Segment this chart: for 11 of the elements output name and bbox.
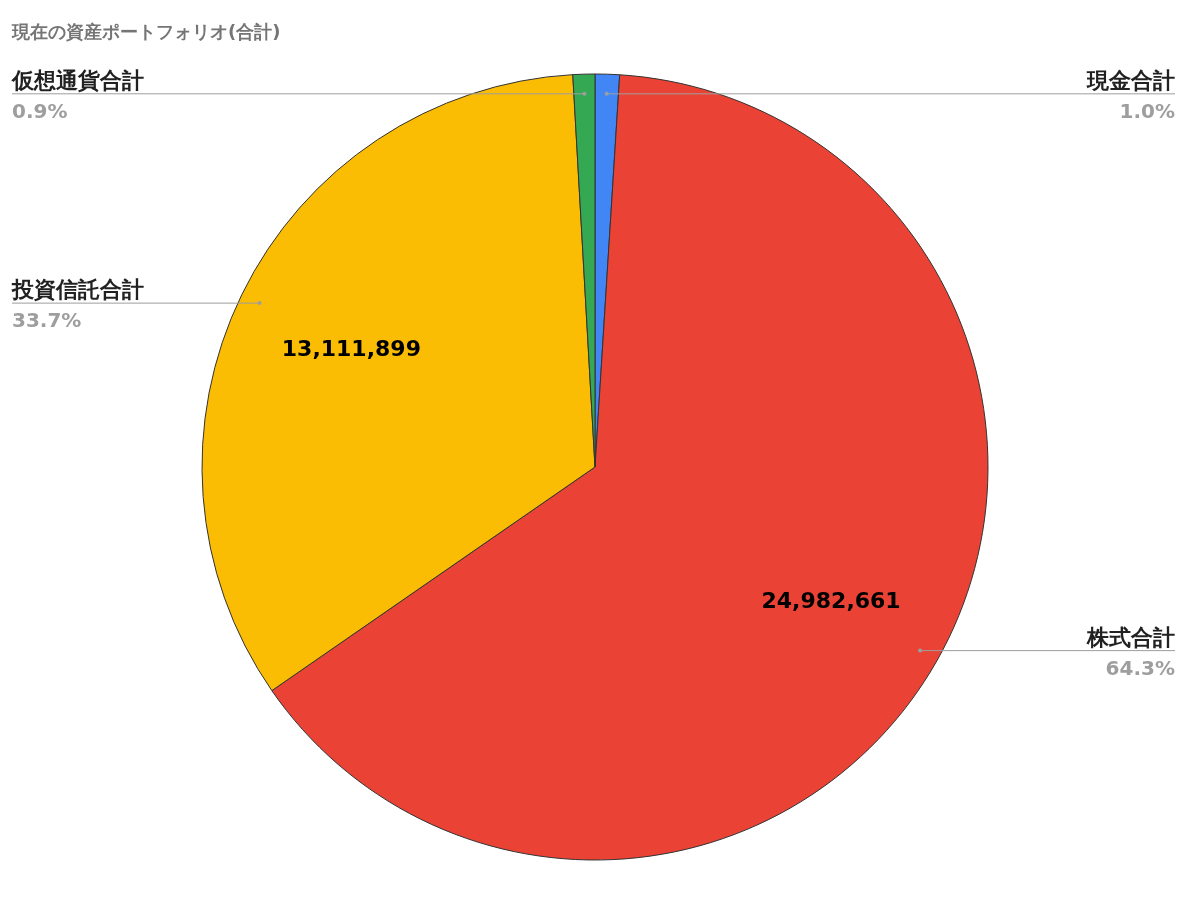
- slice-label: 株式合計: [1086, 624, 1175, 650]
- data-label: 64.3%: [1105, 655, 1175, 680]
- text: 13,111,899: [281, 335, 421, 361]
- slice-label: 仮想通貨合計: [11, 67, 144, 93]
- chart-title: 現在の資産ポートフォリオ(合計): [11, 21, 281, 42]
- slice-label: 投資信託合計: [11, 277, 144, 303]
- data-label: 1.0%: [1119, 98, 1175, 123]
- data-label: 0.9%: [12, 98, 68, 123]
- slice-label: 現金合計: [1086, 67, 1175, 93]
- data-label: 33.7%: [12, 308, 82, 333]
- text: 24,982,661: [761, 588, 901, 614]
